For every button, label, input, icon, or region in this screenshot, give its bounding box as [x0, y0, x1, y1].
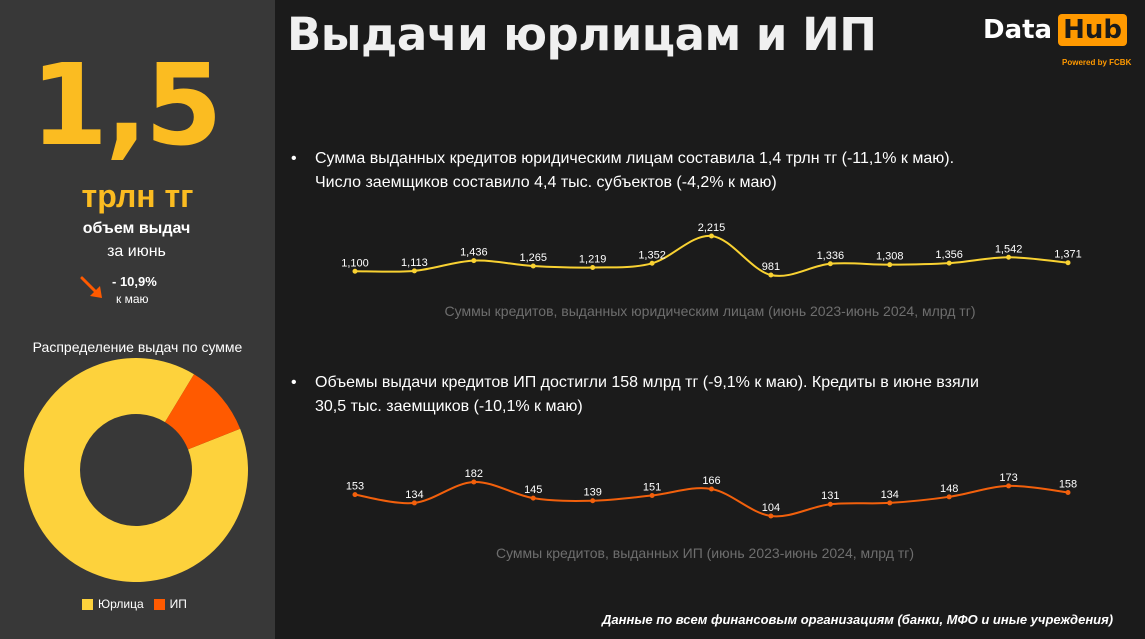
legal-chart-data-label: 1,265: [519, 252, 547, 264]
big-value: 1,5: [30, 41, 222, 171]
legal-chart-data-label: 1,371: [1054, 249, 1082, 261]
ip-chart-data-label: 131: [821, 490, 839, 502]
legal-chart-data-point: [768, 272, 774, 278]
sidebar: 1,5 трлн тг объем выдач за июнь - 10,9% …: [0, 0, 275, 639]
legal-chart-data-point: [590, 264, 596, 270]
legal-chart-data-label: 2,215: [698, 222, 726, 234]
main-panel: Выдачи юрлицам и ИП Data Hub Powered by …: [275, 0, 1145, 639]
legend-label-ip: ИП: [169, 597, 187, 611]
metric-label: объем выдач: [82, 220, 191, 237]
bullet-ip-line1: Объемы выдачи кредитов ИП достигли 158 м…: [315, 374, 979, 391]
ip-chart-data-label: 139: [583, 487, 601, 499]
legal-chart-data-label: 1,436: [460, 247, 488, 259]
ip-chart-data-label: 182: [465, 468, 483, 480]
ip-chart-caption: Суммы кредитов, выданных ИП (июнь 2023-и…: [495, 545, 915, 561]
ip-chart-data-point: [530, 495, 536, 501]
legal-chart-data-point: [352, 268, 358, 274]
legal-chart-data-point: [530, 263, 536, 269]
ip-chart-data-point: [827, 501, 833, 507]
legal-chart-data-point: [411, 268, 417, 274]
logo-tagline: Powered by FCBK: [1062, 58, 1132, 67]
ip-chart-data-label: 104: [762, 502, 780, 514]
legal-chart-data-label: 1,352: [638, 249, 666, 261]
legal-chart-data-label: 1,100: [341, 257, 369, 269]
bullet-legal-line2: Число заемщиков составило 4,4 тыс. субъе…: [315, 174, 777, 191]
bullet-dot: •: [291, 374, 297, 391]
ip-chart-data-label: 151: [643, 482, 661, 494]
bullet-legal-line1: Сумма выданных кредитов юридическим лица…: [315, 150, 955, 167]
legal-chart-data-point: [649, 260, 655, 266]
ip-chart-data-label: 166: [702, 475, 720, 487]
ip-chart-data-label: 145: [524, 484, 542, 496]
legal-chart-data-label: 1,219: [579, 253, 607, 265]
page-title: Выдачи юрлицам и ИП: [287, 8, 877, 61]
legal-chart-caption: Суммы кредитов, выданных юридическим лиц…: [444, 303, 976, 319]
legend-item-ip: ИП: [153, 597, 187, 611]
legal-chart-data-label: 1,542: [995, 243, 1023, 255]
big-unit: трлн тг: [81, 178, 194, 214]
ip-chart-data-point: [471, 479, 477, 485]
bullet-legal: • Сумма выданных кредитов юридическим ли…: [291, 147, 1091, 195]
ip-chart-data-label: 158: [1059, 478, 1077, 490]
change-value: - 10,9%: [112, 274, 157, 289]
ip-chart-data-point: [649, 493, 655, 499]
legal-chart-data-point: [887, 262, 893, 268]
legal-chart-data-label: 1,308: [876, 251, 904, 263]
donut-legend: Юрлица ИП: [82, 597, 197, 611]
ip-chart-data-label: 148: [940, 483, 958, 495]
ip-chart-data-point: [1065, 489, 1071, 495]
legal-chart-data-point: [1065, 260, 1071, 266]
ip-chart-data-label: 153: [346, 481, 364, 493]
legal-chart-data-point: [471, 258, 477, 264]
bullet-ip: • Объемы выдачи кредитов ИП достигли 158…: [291, 371, 1091, 419]
ip-chart-data-label: 134: [405, 489, 423, 501]
donut-slice-ip: [165, 374, 241, 450]
ip-chart-data-point: [887, 500, 893, 506]
distribution-donut-chart: [24, 358, 248, 582]
donut-slice-legal: [24, 358, 248, 582]
legend-label-legal: Юрлица: [98, 597, 144, 611]
legend-swatch-legal: [82, 598, 93, 610]
legal-chart-data-point: [946, 260, 952, 266]
bullet-ip-line2: 30,5 тыс. заемщиков (-10,1% к маю): [315, 398, 583, 415]
distribution-title: Распределение выдач по сумме: [32, 339, 243, 355]
change-note: к маю: [116, 292, 149, 306]
bullet-dot: •: [291, 150, 297, 167]
ip-chart-data-point: [709, 486, 714, 492]
ip-chart-data-label: 173: [999, 472, 1017, 484]
legal-chart-data-label: 981: [762, 261, 780, 273]
ip-chart-data-point: [768, 513, 774, 519]
legal-chart-data-label: 1,356: [935, 249, 963, 261]
metric-period: за июнь: [107, 243, 166, 260]
footer-note: Данные по всем финансовым организациям (…: [602, 612, 1114, 627]
legend-swatch-ip: [153, 598, 165, 610]
ip-chart-data-point: [1006, 483, 1012, 489]
logo-data-text: Data: [983, 15, 1053, 45]
legal-chart-data-label: 1,336: [817, 250, 845, 262]
ip-chart-data-point: [352, 492, 358, 498]
legal-chart-data-point: [709, 233, 714, 239]
ip-chart-data-point: [590, 498, 596, 504]
ip-chart-data-point: [946, 494, 952, 500]
legal-chart-data-point: [827, 261, 833, 267]
ip-chart-data-point: [411, 500, 417, 506]
arrow-down-right-icon: [80, 276, 102, 298]
legal-chart-data-label: 1,113: [401, 257, 428, 269]
logo-hub-text: Hub: [1058, 14, 1127, 46]
legend-item-legal: Юрлица: [82, 597, 144, 611]
legal-chart-data-point: [1006, 254, 1012, 260]
datahub-logo: Data Hub: [983, 14, 1127, 46]
line-charts: 1,100 1,113 1,436 1,265 1,219 1,352 2,215 981 1,…: [341, 222, 1082, 519]
ip-chart-data-label: 134: [881, 489, 899, 501]
